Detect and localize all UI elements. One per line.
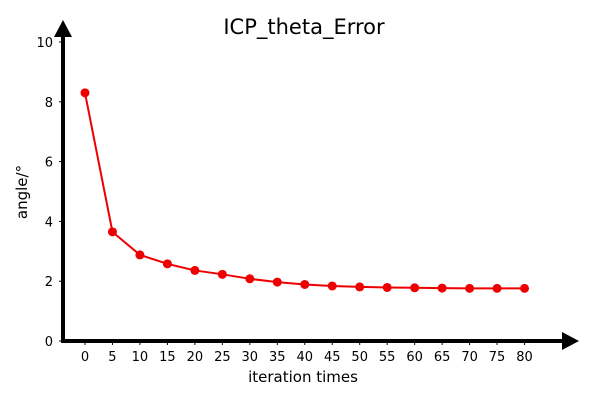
x-axis-arrow-icon xyxy=(562,332,579,350)
data-point xyxy=(300,279,310,289)
data-point xyxy=(437,283,447,293)
series-line xyxy=(83,92,525,290)
data-point xyxy=(382,282,392,292)
x-axis-label: iteration times xyxy=(248,368,358,386)
x-tick-label: 55 xyxy=(379,350,396,365)
x-tick-label: 10 xyxy=(132,350,149,365)
data-point xyxy=(410,283,420,293)
x-tick-label: 45 xyxy=(324,350,341,365)
data-point xyxy=(245,274,255,284)
data-point xyxy=(107,227,117,237)
x-tick-label: 80 xyxy=(516,350,533,365)
y-tick-label: 6 xyxy=(45,156,53,171)
series-layer xyxy=(80,88,530,293)
x-tick-label: 30 xyxy=(242,350,259,365)
x-tick-label: 50 xyxy=(351,350,368,365)
y-tick-label: 4 xyxy=(45,215,53,230)
x-tick-label: 20 xyxy=(187,350,204,365)
data-point xyxy=(80,88,90,98)
y-tick-label: 10 xyxy=(36,36,53,51)
y-tick-label: 2 xyxy=(45,275,53,290)
data-point xyxy=(465,283,475,293)
x-tick-label: 65 xyxy=(434,350,451,365)
data-point xyxy=(272,277,282,287)
x-axis-ticks: 0 5 10 15 20 25 30 35 40 45 50 55 60 65 70 75 80 xyxy=(81,341,533,365)
x-tick-label: 70 xyxy=(461,350,478,365)
y-tick-label: 8 xyxy=(45,96,53,111)
data-point xyxy=(162,259,172,269)
x-tick-label: 35 xyxy=(269,350,286,365)
y-tick-label: 0 xyxy=(45,335,53,350)
chart-title: ICP_theta_Error xyxy=(223,15,385,40)
data-point xyxy=(190,265,200,275)
data-point xyxy=(327,281,337,291)
data-point xyxy=(135,250,145,260)
y-axis-label: angle/° xyxy=(13,165,31,219)
x-tick-label: 5 xyxy=(108,350,116,365)
y-axis-ticks: 0 2 4 6 8 10 xyxy=(36,36,63,350)
x-tick-label: 25 xyxy=(214,350,231,365)
x-tick-label: 40 xyxy=(296,350,313,365)
y-axis-arrow-icon xyxy=(54,20,72,37)
data-point xyxy=(217,269,227,279)
x-tick-label: 0 xyxy=(81,350,89,365)
data-point xyxy=(492,283,502,293)
x-tick-label: 60 xyxy=(406,350,423,365)
x-tick-label: 15 xyxy=(159,350,176,365)
data-point xyxy=(520,283,530,293)
data-point xyxy=(355,282,365,292)
x-tick-label: 75 xyxy=(489,350,506,365)
